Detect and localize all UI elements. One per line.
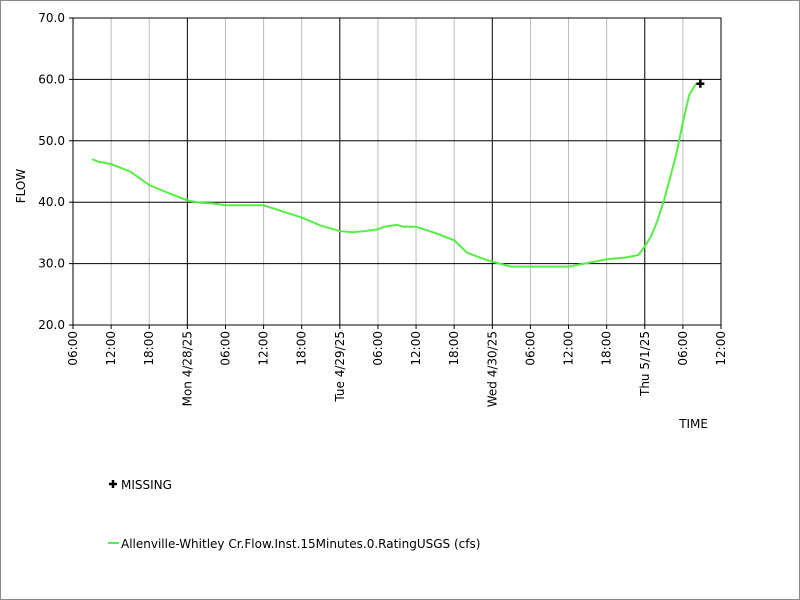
- legend-symbol: [109, 480, 117, 488]
- x-tick-label: Wed 4/30/25: [485, 331, 499, 407]
- x-tick-label: 12:00: [409, 331, 423, 366]
- x-tick-label: 12:00: [104, 331, 118, 366]
- x-tick-label: 06:00: [66, 331, 80, 366]
- y-tick-label: 30.0: [38, 257, 65, 271]
- x-tick-label: 12:00: [257, 331, 271, 366]
- x-tick-label: Tue 4/29/25: [333, 331, 347, 403]
- plot-border: [72, 17, 722, 326]
- x-tick-label: 06:00: [218, 331, 232, 366]
- legend-label: Allenville-Whitley Cr.Flow.Inst.15Minute…: [121, 537, 480, 551]
- y-tick-label: 50.0: [38, 134, 65, 148]
- x-axis-label: TIME: [678, 417, 708, 431]
- y-axis-label: FLOW: [14, 169, 28, 204]
- x-tick-label: 06:00: [676, 331, 690, 366]
- x-tick-label: Thu 5/1/25: [638, 331, 652, 397]
- y-tick-label: 20.0: [38, 318, 65, 332]
- x-tick-label: 06:00: [523, 331, 537, 366]
- x-tick-label: 12:00: [562, 331, 576, 366]
- y-tick-label: 60.0: [38, 72, 65, 86]
- missing-marker: [696, 79, 705, 88]
- flow-line: [91, 82, 699, 268]
- x-tick-label: Mon 4/28/25: [180, 331, 194, 406]
- x-tick-label: 18:00: [295, 331, 309, 366]
- x-tick-label: 12:00: [714, 331, 728, 366]
- y-tick-label: 40.0: [38, 195, 65, 209]
- y-tick-label: 70.0: [38, 11, 65, 25]
- x-tick-label: 18:00: [142, 331, 156, 366]
- x-tick-label: 06:00: [371, 331, 385, 366]
- legend-label: MISSING: [121, 478, 172, 492]
- x-tick-label: 18:00: [447, 331, 461, 366]
- x-tick-label: 18:00: [600, 331, 614, 366]
